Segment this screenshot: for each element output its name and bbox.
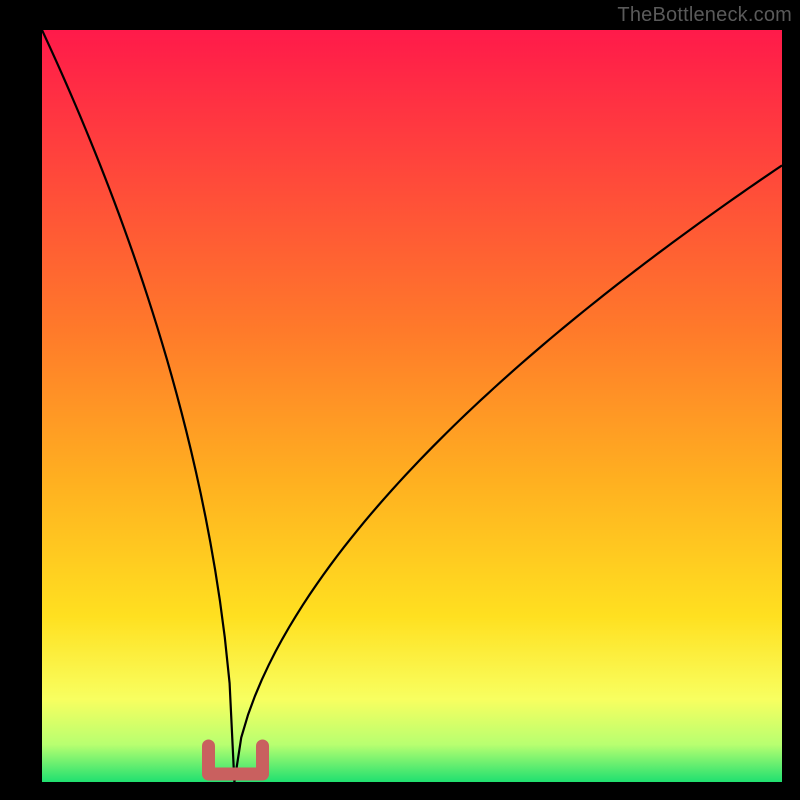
bottleneck-chart (42, 30, 782, 782)
bottleneck-curve (42, 30, 782, 782)
optimal-range-indicator (209, 746, 263, 774)
chart-svg (42, 30, 782, 782)
watermark-text: TheBottleneck.com (617, 4, 792, 27)
